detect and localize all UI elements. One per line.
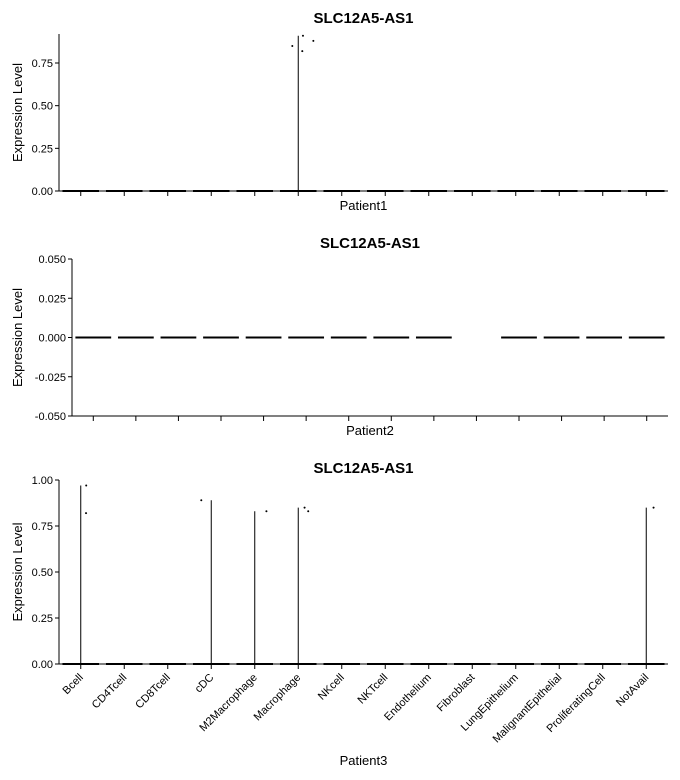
violin-NKTcell: [373, 336, 410, 339]
y-tick-label: 0.75: [32, 521, 53, 533]
violin-cDC: [192, 190, 230, 192]
y-tick-label: 0.025: [38, 293, 66, 305]
violin-NKcell: [323, 663, 361, 665]
data-point: [307, 510, 310, 513]
data-point: [303, 506, 306, 509]
violin-CD8Tcell: [149, 190, 187, 192]
violin-LungEpithelium: [497, 663, 535, 665]
panel-1: SLC12A5-AS1 0.00 0.25 0.50 0.75 Expression Le…: [10, 10, 668, 213]
violin-M2Macrophage: [236, 190, 274, 192]
x-tick-label: Fibroblast: [435, 672, 478, 715]
violin-Endothelium: [410, 663, 448, 665]
x-axis-title: Patient1: [340, 198, 388, 213]
violin-cDC: [203, 336, 239, 339]
violin-Fibroblast: [453, 190, 491, 192]
violin-Bcell: [62, 190, 100, 192]
violin-MalignantEpithelial: [543, 336, 580, 339]
x-axis-title: Patient3: [340, 753, 388, 768]
violin-Fibroblast: [453, 663, 491, 665]
violin-CD4Tcell: [117, 336, 154, 339]
y-tick-label: 0.00: [32, 186, 53, 198]
violin-CD4Tcell: [105, 190, 143, 192]
panel-3: SLC12A5-AS1 0.00 0.25 0.50 0.75 1.00 Expressio…: [10, 460, 668, 768]
x-tick-label: CD4Tcell: [90, 672, 130, 712]
violin-NotAvail: [627, 190, 665, 192]
data-point: [291, 44, 294, 47]
panel-2: SLC12A5-AS1 -0.050 -0.025 0.000 0.025 0.050 Ex…: [10, 235, 668, 438]
violin-Bcell: [75, 336, 112, 339]
y-tick-label: 0.050: [38, 254, 66, 266]
y-tick-label: 0.50: [32, 567, 53, 579]
chart-title: SLC12A5-AS1: [320, 235, 420, 252]
x-tick-label: Bcell: [61, 672, 86, 697]
y-tick-label: 0.25: [32, 143, 53, 155]
data-point: [200, 499, 203, 502]
violin-Macrophage: [288, 336, 325, 339]
violin-MalignantEpithelial: [540, 663, 578, 665]
data-point: [265, 510, 268, 513]
x-tick-label: Endothelium: [382, 672, 434, 724]
violin-NKTcell: [366, 190, 404, 192]
violin-NKcell: [330, 336, 367, 339]
violin-LungEpithelium: [497, 190, 535, 192]
violin-LungEpithelium: [501, 336, 537, 339]
chart-title: SLC12A5-AS1: [313, 10, 413, 27]
x-tick-label: Macrophage: [252, 672, 304, 724]
y-tick-label: -0.050: [35, 411, 66, 423]
x-axis-title: Patient2: [346, 423, 394, 438]
data-point: [301, 34, 304, 37]
x-tick-label: NotAvail: [614, 672, 651, 709]
x-tick-label: NKcell: [316, 672, 347, 703]
violin-ProliferatingCell: [586, 336, 623, 339]
chart-title: SLC12A5-AS1: [313, 460, 413, 477]
y-tick-label: 0.50: [32, 101, 53, 113]
violin-ProliferatingCell: [584, 190, 622, 192]
x-tick-label: CD8Tcell: [133, 672, 173, 712]
data-point: [85, 512, 88, 515]
violin-MalignantEpithelial: [540, 190, 578, 192]
violin-M2Macrophage: [245, 336, 282, 339]
y-tick-label: -0.025: [35, 372, 66, 384]
data-point: [301, 50, 304, 53]
violin-ProliferatingCell: [584, 663, 622, 665]
data-point: [85, 484, 88, 487]
x-tick-label: cDC: [193, 672, 217, 696]
violin-CD8Tcell: [149, 663, 187, 665]
y-tick-label: 1.00: [32, 475, 53, 487]
violin-CD8Tcell: [160, 336, 197, 339]
x-tick-label: NKTcell: [356, 672, 391, 707]
violin-Endothelium: [415, 336, 452, 339]
violin-CD4Tcell: [105, 663, 143, 665]
y-tick-label: 0.75: [32, 58, 53, 70]
violin-NotAvail: [628, 336, 665, 339]
y-axis-title: Expression Level: [10, 522, 25, 621]
violin-NKTcell: [366, 663, 404, 665]
y-tick-label: 0.00: [32, 659, 53, 671]
violin-NKcell: [323, 190, 361, 192]
data-point: [652, 506, 655, 509]
y-axis-title: Expression Level: [10, 288, 25, 387]
y-tick-label: 0.000: [38, 333, 66, 345]
y-tick-label: 0.25: [32, 613, 53, 625]
data-point: [312, 39, 315, 42]
violin-Endothelium: [410, 190, 448, 192]
y-axis-title: Expression Level: [10, 63, 25, 162]
